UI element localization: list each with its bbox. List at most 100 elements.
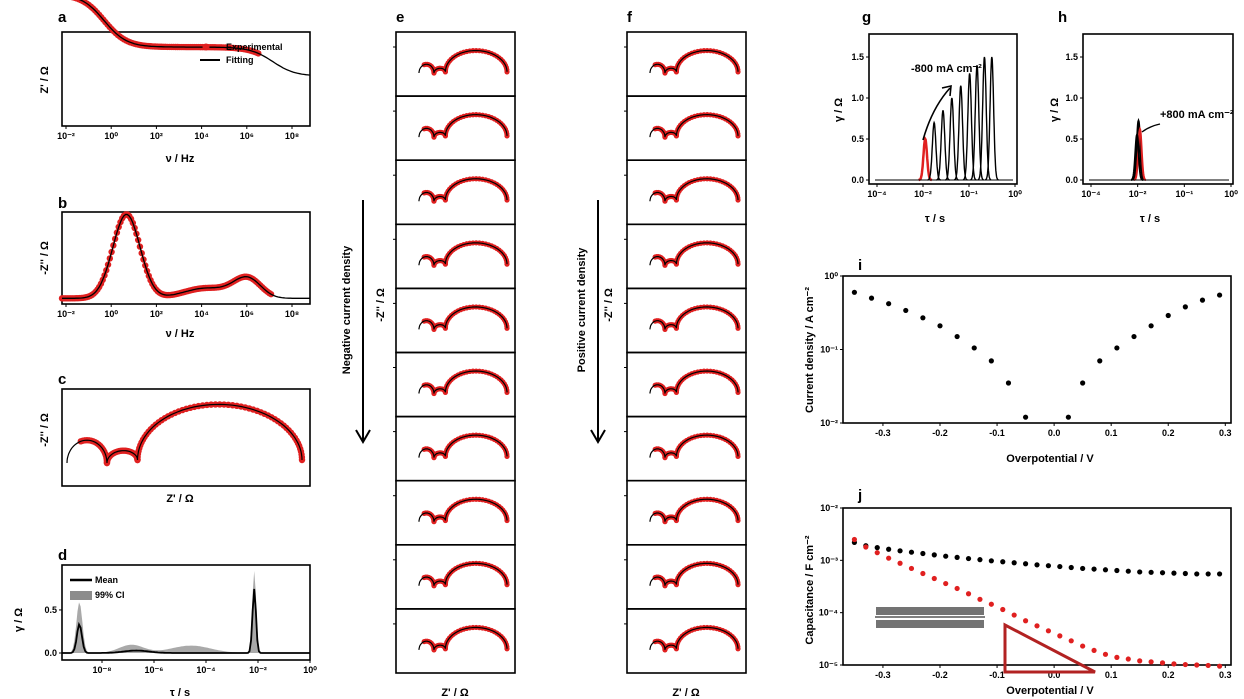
panel-j-slope-triangle (1003, 622, 1096, 674)
panel-j-series0-point (1205, 571, 1211, 577)
panel-e-subplot-frame (395, 543, 516, 610)
panel-e-subplot-frame (395, 608, 516, 674)
panel-a-xtick-label: 10² (150, 131, 163, 141)
panel-j-series1-point (1011, 612, 1017, 618)
panel-e-row-fit-line (418, 306, 508, 330)
panel-f-row-exp-point (735, 261, 741, 267)
panel-j-ylabel: Capacitance / F cm⁻² (804, 535, 816, 644)
panel-i-series0-point (1065, 414, 1071, 420)
panel-i-series0-point (868, 295, 875, 301)
panel-f-row-fit-line (649, 242, 739, 266)
panel-j-series1-point (1182, 661, 1188, 668)
panel-b-xtick-label: 10⁴ (194, 309, 208, 319)
panel-g-arrow-head (941, 84, 952, 97)
panel-f-xlabel: Z' / Ω (672, 687, 700, 699)
panel-g-annotation: -800 mA cm⁻² (911, 63, 982, 75)
panel-j-series1-point (1022, 618, 1029, 624)
panel-f-row-fit-line (649, 562, 739, 586)
panel-e-row-exp-point (504, 133, 510, 139)
panel-h-ylabel: γ / Ω (1049, 98, 1061, 122)
panel-j-series0-point (1171, 570, 1177, 576)
panel-b-frame (61, 211, 311, 305)
panel-e-subplot-frame (395, 479, 516, 546)
panel-f-row-exp-point (735, 582, 741, 588)
panel-j-series1-point (1091, 647, 1097, 654)
panel-h-ytick-label: 0.5 (1065, 134, 1078, 144)
panel-i-series0-point (1165, 312, 1171, 319)
panel-j-series0-point (886, 546, 892, 552)
panel-b-label: b (58, 195, 67, 212)
panel-b-ylabel: -Z'' / Ω (39, 241, 51, 275)
panel-j-formula-denominator (876, 620, 984, 628)
panel-f-row-fit-line (649, 498, 739, 522)
panel-g-ytick-label: 1.0 (851, 93, 864, 103)
panel-g-arrow-shaft (922, 87, 951, 141)
panel-h-arrow-shaft (1141, 123, 1161, 133)
panel-h-peak-line (1133, 126, 1147, 181)
panel-j-series0-point (874, 545, 880, 551)
panel-j-series1-point (1159, 660, 1166, 666)
panel-h-label: h (1058, 9, 1067, 26)
panel-j-series0-point (1159, 570, 1166, 576)
panel-h-peak-line (1132, 117, 1145, 181)
panel-i-ylabel: Current density / A cm⁻² (804, 287, 816, 413)
panel-j-series1-point (1102, 651, 1109, 657)
panel-f-subplot-frame (626, 287, 747, 354)
panel-i-series0-point (1199, 297, 1206, 303)
panel-j-series0-point (1194, 571, 1200, 577)
panel-j-series0-point (1216, 571, 1223, 577)
panel-i-xtick-label: -0.3 (875, 428, 891, 438)
panel-f-row-exp-point (735, 517, 741, 524)
panel-i-xtick-label: 0.0 (1048, 428, 1061, 438)
panel-i-series0-point (954, 333, 960, 340)
panel-a-xtick-label: 10⁴ (194, 131, 208, 141)
panel-i-series0-point (1022, 414, 1029, 420)
panel-d-legend-mean: Mean (95, 575, 118, 585)
panel-j-series1-point (1057, 633, 1063, 639)
panel-e-row-fit-line (418, 113, 508, 138)
panel-e-row-exp-point (504, 517, 510, 524)
panel-a-xlabel: ν / Hz (166, 153, 195, 165)
panel-g-xlabel: τ / s (925, 213, 945, 225)
panel-j-series1-point (965, 591, 972, 597)
panel-f-arrow-head (590, 429, 606, 444)
panel-f-label: f (627, 9, 633, 26)
panel-j-series1-point (1171, 661, 1177, 667)
panel-a-xtick-label: 10⁸ (285, 131, 299, 141)
panel-j-xlabel: Overpotential / V (1006, 685, 1094, 697)
panel-j-series0-point (1011, 560, 1017, 566)
panel-j-series1-point (931, 575, 937, 582)
panel-f-subplot-frame (626, 543, 747, 610)
panel-h-ytick-label: 0.0 (1065, 175, 1078, 185)
panel-g-ytick-label: 0.0 (851, 175, 864, 185)
panel-g-frame (868, 33, 1018, 185)
panel-j-series0-point (931, 552, 937, 558)
panel-d-mean-line (62, 588, 310, 654)
panel-i-series0-point (1148, 323, 1154, 329)
panel-h-xtick-label: 10⁰ (1224, 189, 1238, 199)
panel-h-xtick-label: 10⁻¹ (1175, 189, 1193, 199)
panel-e-subplot-frame (395, 223, 516, 290)
panel-e-subplot-frame (395, 95, 516, 161)
panel-c-fit-line (66, 403, 303, 464)
panel-i-ytick-label: 10⁰ (824, 271, 838, 281)
panel-j-series0-point (1068, 564, 1074, 571)
panel-i-series0-point (1216, 292, 1223, 298)
panel-f-subplot-frame (626, 31, 747, 97)
panel-i-xtick-label: -0.1 (989, 428, 1005, 438)
panel-f-row-fit-line (649, 306, 739, 330)
panel-a-frame (61, 31, 311, 127)
panel-i-series0-point (1097, 358, 1103, 364)
panel-f-row-fit-line (649, 370, 739, 394)
panel-i-label: i (858, 257, 862, 274)
panel-a-legend-exp-marker (202, 43, 210, 51)
panel-e-subplot-frame (395, 287, 516, 354)
panel-j-series1-point (977, 596, 983, 602)
panel-i-xtick-label: 0.3 (1219, 428, 1232, 438)
panel-i-series0-point (886, 301, 892, 307)
panel-j-series0-point (1102, 567, 1109, 573)
panel-j-series0-point (1034, 562, 1040, 568)
panel-j-series1-point (988, 601, 994, 607)
panel-j-series0-point (1091, 566, 1097, 572)
panel-b-xtick-label: 10² (150, 309, 163, 319)
